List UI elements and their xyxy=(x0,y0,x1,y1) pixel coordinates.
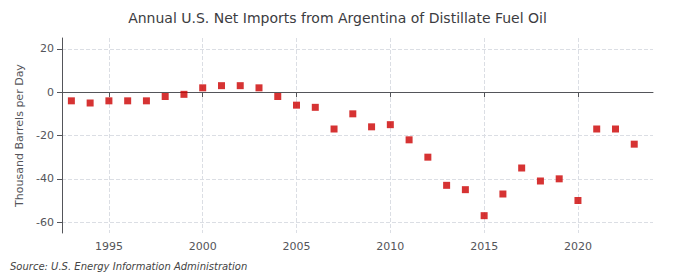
svg-text:Source: U.S. Energy Informatio: Source: U.S. Energy Information Administ… xyxy=(10,261,247,272)
svg-text:2005: 2005 xyxy=(283,240,311,253)
svg-text:-20: -20 xyxy=(36,129,54,142)
svg-text:Thousand Barrels per Day: Thousand Barrels per Day xyxy=(13,64,26,208)
svg-text:2000: 2000 xyxy=(189,240,217,253)
svg-text:2015: 2015 xyxy=(470,240,498,253)
svg-text:-40: -40 xyxy=(36,172,54,185)
svg-text:2010: 2010 xyxy=(376,240,404,253)
svg-text:-60: -60 xyxy=(36,216,54,229)
svg-text:0: 0 xyxy=(47,86,54,99)
svg-text:Annual U.S. Net Imports from A: Annual U.S. Net Imports from Argentina o… xyxy=(128,10,547,26)
svg-text:2020: 2020 xyxy=(564,240,592,253)
svg-text:1995: 1995 xyxy=(95,240,123,253)
svg-text:20: 20 xyxy=(40,42,54,55)
